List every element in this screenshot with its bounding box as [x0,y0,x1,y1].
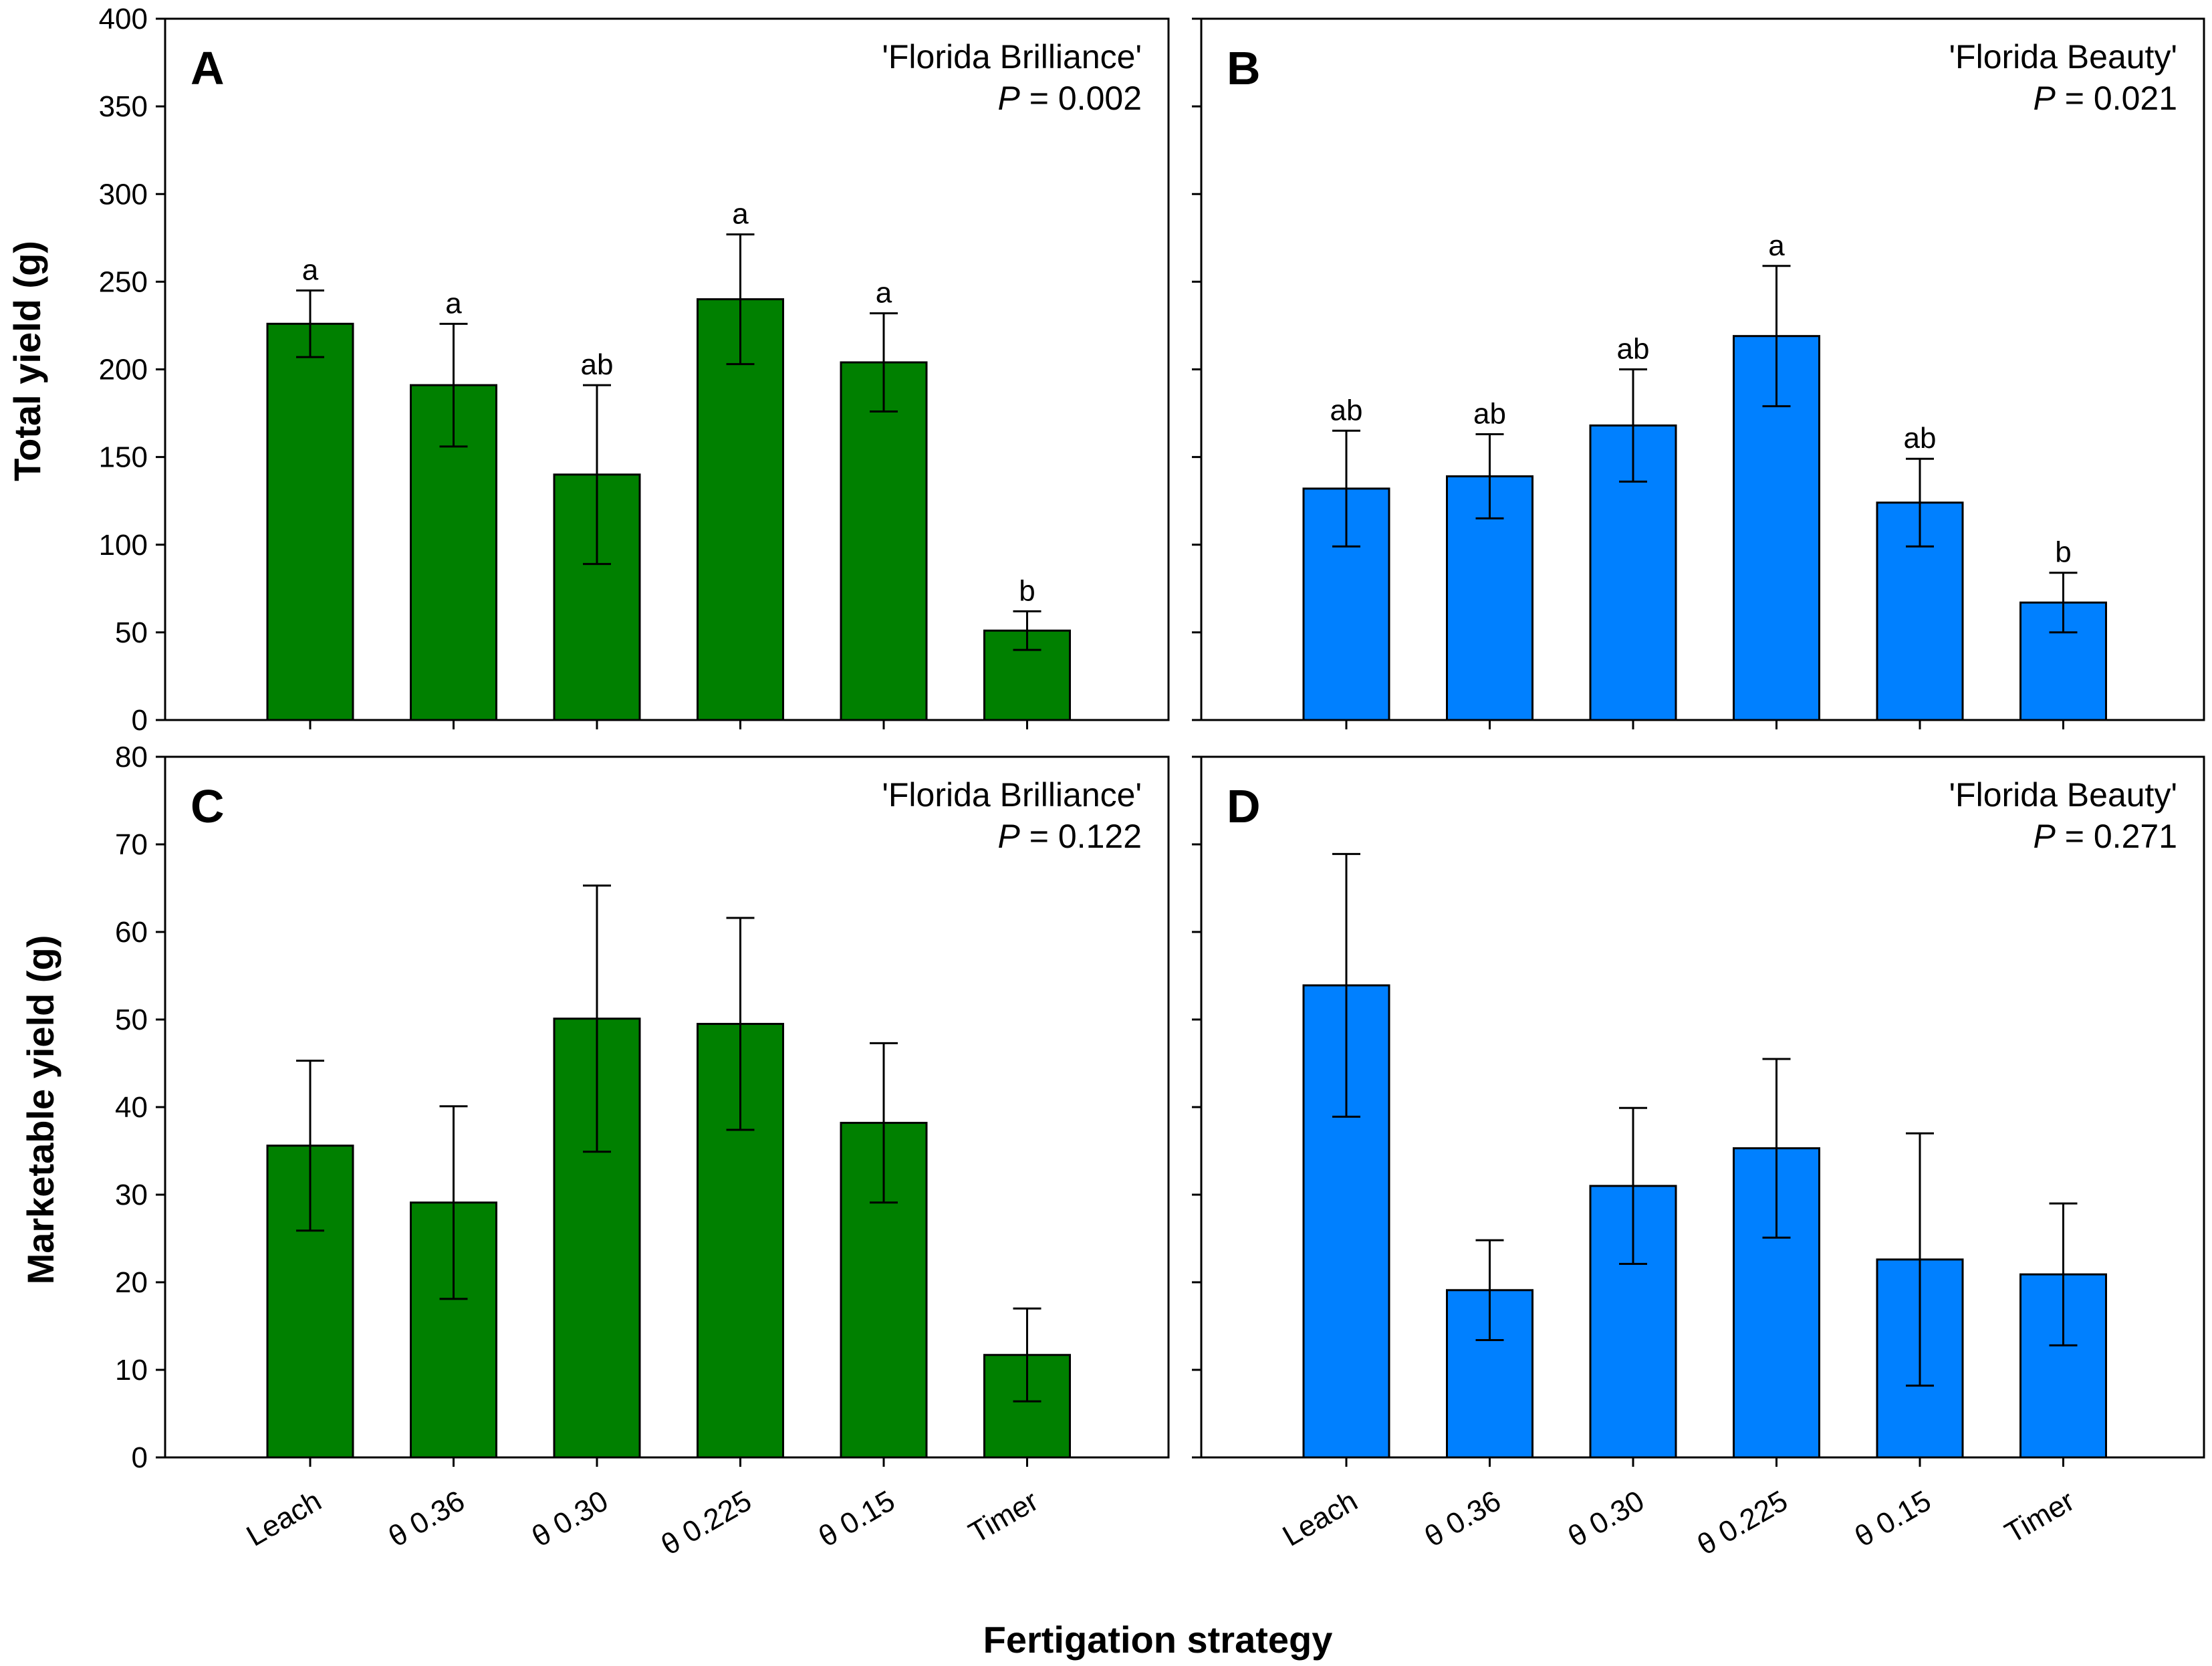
y-tick-label: 20 [115,1266,148,1299]
p-value: P = 0.271 [2034,818,2177,855]
y-tick-label: 0 [132,704,148,737]
panel-letter: D [1227,780,1261,832]
p-symbol: P [2034,818,2056,855]
y-tick-label: 80 [115,741,148,774]
y-axis-title-bottom: Marketable yield (g) [19,935,62,1285]
y-tick-label: 300 [99,178,148,211]
y-tick-label: 50 [115,616,148,649]
panel-c: 0 10 20 30 40 50 60 70 80 Leach θ 0.36 θ 0.30 θ 0.22… [115,741,1170,1562]
x-tick-label: θ 0.15 [1850,1484,1937,1554]
significance-letter: ab [1473,398,1506,431]
y-tick-label: 100 [99,529,148,562]
panel-d: Leach θ 0.36 θ 0.30 θ 0.225 θ 0.15 Timer D 'Flo… [1192,755,2205,1562]
cultivar-title: 'Florida Brilliance' [882,776,1142,814]
y-tick-label: 60 [115,916,148,949]
p-symbol: P [2034,80,2056,117]
cultivar-title: 'Florida Beauty' [1949,38,2177,76]
significance-letter: a [302,253,319,286]
panel-b: ab ab ab a ab b B 'Florida Beauty' P = 0.021 [1192,17,2205,729]
panel-letter: C [191,780,225,832]
p-value: P = 0.122 [998,818,1142,855]
p-symbol: P [998,818,1021,855]
x-tick-label: Timer [963,1484,1043,1550]
y-tick-label: 40 [115,1091,148,1124]
significance-letter: ab [1904,422,1937,455]
y-tick-label: 30 [115,1179,148,1211]
significance-letter: ab [581,348,614,381]
significance-letter: ab [1330,394,1363,427]
x-axis-title: Fertigation strategy [983,1619,1333,1661]
y-tick-label: 10 [115,1354,148,1387]
x-tick-label: θ 0.225 [1692,1484,1794,1562]
significance-letter: b [2055,536,2071,569]
x-tick-label: Timer [1999,1484,2080,1550]
x-tick-label: θ 0.15 [814,1484,900,1554]
bar [266,322,354,721]
y-tick-label: 200 [99,354,148,386]
p-value: P = 0.002 [998,80,1142,117]
y-tick-label: 350 [99,90,148,123]
bar [697,298,784,721]
y-tick-label: 250 [99,265,148,298]
p-number: = 0.002 [1020,80,1142,117]
y-tick-label: 50 [115,1003,148,1036]
p-number: = 0.271 [2056,818,2177,855]
x-tick-label: Leach [1277,1484,1363,1552]
x-tick-label: Leach [241,1484,327,1552]
y-tick-label: 70 [115,828,148,861]
cultivar-title: 'Florida Beauty' [1949,776,2177,814]
significance-letter: a [445,287,462,320]
x-tick-label: θ 0.36 [1419,1484,1506,1554]
significance-letter: ab [1617,333,1650,366]
significance-letter: a [732,198,749,231]
x-tick-label: θ 0.225 [656,1484,757,1562]
significance-letter: a [1768,229,1785,262]
y-tick-label: 150 [99,441,148,474]
y-tick-label: 0 [132,1441,148,1474]
p-value: P = 0.021 [2034,80,2177,117]
y-axis-title-top: Total yield (g) [6,241,48,481]
x-tick-label: θ 0.30 [527,1484,614,1554]
bar [840,361,928,721]
x-tick-label: θ 0.36 [383,1484,470,1554]
p-symbol: P [998,80,1021,117]
p-number: = 0.021 [2056,80,2177,117]
y-tick-label: 400 [99,3,148,35]
significance-letter: a [876,277,892,310]
x-tick-label: θ 0.30 [1563,1484,1650,1554]
cultivar-title: 'Florida Brilliance' [882,38,1142,76]
panel-letter: A [191,42,225,94]
significance-letter: b [1019,574,1035,607]
panel-letter: B [1227,42,1261,94]
p-number: = 0.122 [1020,818,1142,855]
